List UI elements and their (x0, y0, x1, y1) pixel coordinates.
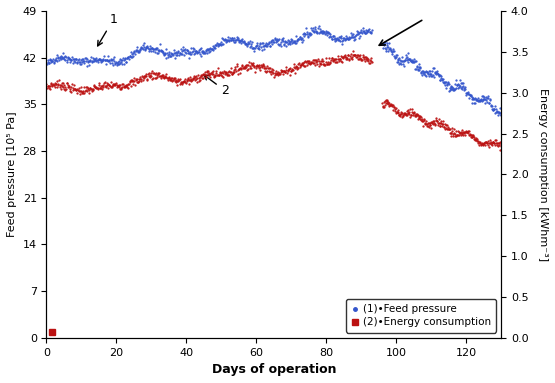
Legend: (1)•Feed pressure, (2)•Energy consumption: (1)•Feed pressure, (2)•Energy consumptio… (346, 299, 496, 332)
Y-axis label: Energy consumption [kWhm⁻³]: Energy consumption [kWhm⁻³] (538, 88, 548, 261)
X-axis label: Days of operation: Days of operation (211, 363, 336, 376)
Text: 1: 1 (98, 13, 117, 46)
Text: 2: 2 (204, 75, 229, 97)
Y-axis label: Feed pressure [10⁵ Pa]: Feed pressure [10⁵ Pa] (7, 111, 17, 237)
